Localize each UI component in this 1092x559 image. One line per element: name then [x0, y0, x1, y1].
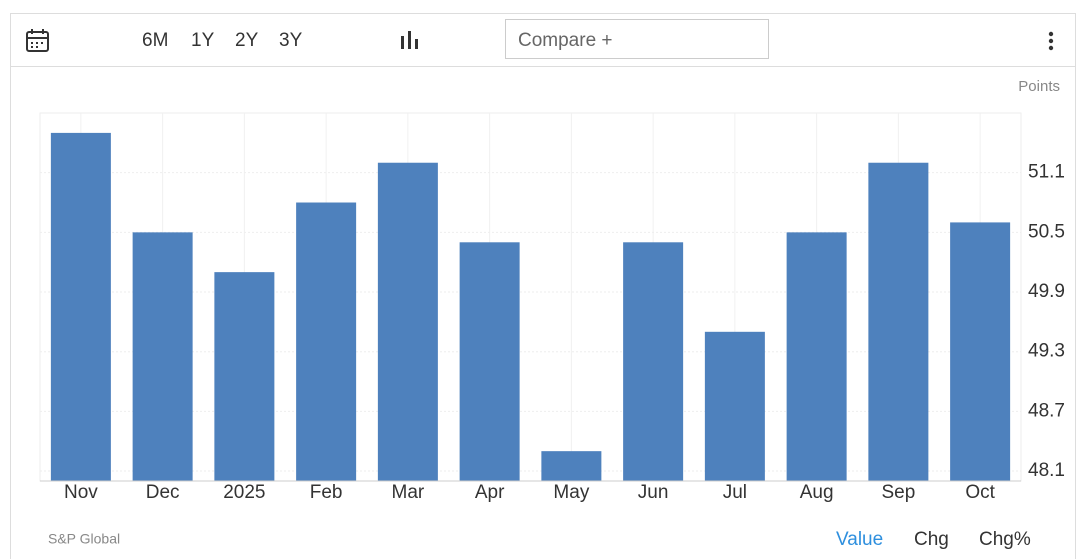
y-tick-label: 49.3	[1028, 341, 1065, 362]
view-tab[interactable]: Chg%	[979, 529, 1031, 550]
menu-icon[interactable]	[1045, 30, 1057, 52]
bar	[296, 202, 357, 481]
bar	[50, 132, 111, 481]
range-button[interactable]: 2Y	[235, 30, 259, 51]
x-tick-label: Aug	[800, 482, 834, 503]
bar	[786, 232, 847, 481]
compare-input[interactable]: Compare +	[505, 19, 769, 59]
x-tick-label: Oct	[965, 482, 995, 503]
range-button[interactable]: 3Y	[279, 30, 303, 51]
x-tick-label: Mar	[392, 482, 425, 503]
x-tick-label: Dec	[146, 482, 180, 503]
bar	[459, 242, 520, 481]
bar	[704, 331, 765, 481]
y-tick-label: 51.1	[1028, 162, 1065, 183]
x-tick-label: Apr	[475, 482, 505, 503]
x-tick-label: Jul	[723, 482, 747, 503]
unit-label: Points	[1018, 78, 1060, 95]
bar	[541, 451, 602, 481]
x-tick-label: Jun	[638, 482, 669, 503]
view-tab[interactable]: Chg	[914, 529, 949, 550]
y-tick-label: 49.9	[1028, 281, 1065, 302]
bar	[377, 162, 438, 481]
bar	[132, 232, 193, 481]
x-tick-label: Nov	[64, 482, 98, 503]
toolbar: 6M 1Y 2Y 3Y Compare +	[11, 14, 1075, 67]
range-button[interactable]: 1Y	[191, 30, 215, 51]
source: S&P Global	[48, 531, 120, 547]
view-tab[interactable]: Value	[836, 529, 883, 550]
y-tick-label: 48.7	[1028, 400, 1065, 421]
x-tick-label: Sep	[881, 482, 915, 503]
range-button[interactable]: 6M	[142, 30, 169, 51]
bar	[868, 162, 929, 481]
widget: 6M 1Y 2Y 3Y Compare +	[10, 13, 1076, 559]
x-tick-label: 2025	[223, 482, 265, 503]
y-tick-label: 50.5	[1028, 221, 1065, 242]
bar	[214, 272, 275, 481]
x-tick-label: May	[553, 482, 589, 503]
chart-type-icon[interactable]	[399, 30, 421, 50]
x-tick-label: Feb	[310, 482, 343, 503]
calendar-icon[interactable]	[25, 28, 51, 54]
y-tick-label: 48.1	[1028, 460, 1065, 481]
bar	[950, 222, 1011, 482]
bar	[623, 242, 684, 481]
